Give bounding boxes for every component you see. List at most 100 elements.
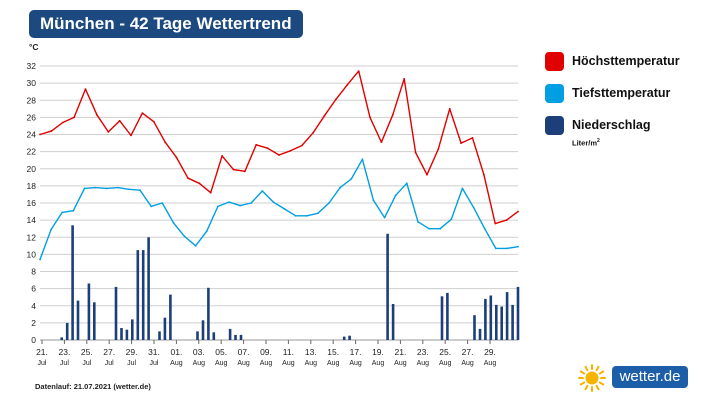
max-temp-point <box>300 144 303 147</box>
precipitation-bar <box>505 292 509 340</box>
min-temp-point <box>394 194 397 197</box>
min-temp-point <box>183 235 186 238</box>
min-temp-point <box>261 190 264 192</box>
precipitation-bar <box>163 317 167 340</box>
max-temp-point <box>187 177 189 180</box>
min-temp-point <box>328 202 330 204</box>
x-tick-month: Jul <box>105 360 114 367</box>
x-tick-month: Aug <box>260 360 273 367</box>
sun-ray <box>579 381 586 386</box>
precipitation-bar <box>478 328 482 340</box>
y-tick-label: 22 <box>27 147 37 157</box>
precipitation-bar <box>125 329 129 340</box>
precipitation-bar <box>500 306 503 340</box>
precipitation-bar <box>348 335 351 340</box>
min-temp-point <box>494 247 497 250</box>
x-tick-day: 25. <box>81 347 93 357</box>
x-tick-day: 01. <box>170 347 182 357</box>
y-tick-label: 8 <box>31 267 36 277</box>
sun-ray <box>595 384 600 391</box>
x-tick-month: Aug <box>305 360 318 367</box>
x-tick-day: 19. <box>372 347 384 357</box>
x-tick-month: Jul <box>127 360 136 367</box>
x-tick-day: 21. <box>36 347 48 357</box>
y-tick-label: 10 <box>27 249 37 259</box>
sun-icon <box>578 364 606 392</box>
min-temp-point <box>105 187 108 190</box>
x-tick-day: 31. <box>148 347 160 357</box>
legend-unit-base: Liter/m <box>572 138 598 148</box>
x-tick-day: 15. <box>327 347 339 357</box>
sun-ray <box>598 381 605 386</box>
x-tick-month: Aug <box>484 360 497 367</box>
max-temp-point <box>335 98 337 101</box>
x-tick-day: 03. <box>193 347 205 357</box>
brand-label: wetter.de <box>612 366 688 388</box>
x-tick-day: 09. <box>260 347 272 357</box>
precipitation-bar <box>212 332 216 340</box>
min-temp-point <box>239 204 241 207</box>
max-temp-point <box>323 114 326 117</box>
y-tick-label: 18 <box>27 181 37 191</box>
precipitation-bar <box>342 336 346 340</box>
x-tick-month: Aug <box>193 360 206 367</box>
y-tick-label: 14 <box>27 215 37 225</box>
x-tick-month: Jul <box>150 360 159 367</box>
max-temp-point <box>243 170 246 173</box>
x-tick-month: Aug <box>439 360 452 367</box>
y-tick-label: 16 <box>27 198 37 208</box>
precipitation-bar <box>440 296 444 340</box>
precipitation-bar <box>207 287 210 340</box>
x-tick-month: Aug <box>237 360 250 367</box>
min-temp-point <box>139 189 141 192</box>
min-temp-point <box>194 244 197 247</box>
x-tick-month: Aug <box>461 360 474 367</box>
y-tick-label: 24 <box>27 130 37 140</box>
max-temp-line <box>39 70 519 225</box>
y-tick-label: 6 <box>31 284 36 294</box>
precipitation-bar <box>131 319 134 340</box>
precipitation-bar <box>114 286 118 340</box>
precipitation-bar <box>71 225 74 340</box>
precipitation-bar <box>391 304 395 340</box>
x-tick-month: Jul <box>82 360 91 367</box>
x-tick-month: Aug <box>282 360 295 367</box>
max-temp-point <box>255 143 258 146</box>
min-temp-point <box>461 187 464 190</box>
max-temp-point <box>448 107 451 110</box>
max-temp-point <box>278 154 280 156</box>
max-temp-point <box>426 173 428 176</box>
max-temp-point <box>50 130 53 132</box>
y-tick-label: 12 <box>27 232 37 242</box>
max-temp-point <box>107 131 110 133</box>
min-temp-point <box>39 258 41 261</box>
sun-ray <box>579 370 586 375</box>
min-temp-point <box>283 208 286 210</box>
min-temp-point <box>228 201 230 204</box>
precipitation-bar <box>473 315 476 340</box>
precipitation-bar <box>495 304 498 340</box>
precipitation-bar <box>60 337 63 340</box>
brand-logo[interactable]: wetter.de <box>578 362 690 392</box>
max-temp-point <box>369 116 371 119</box>
max-temp-point <box>289 149 292 152</box>
y-tick-label: 20 <box>27 164 37 174</box>
max-temp-point <box>39 133 41 136</box>
min-temp-point <box>216 205 219 208</box>
max-temp-point <box>61 121 64 124</box>
min-temp-point <box>50 228 53 231</box>
y-tick-label: 28 <box>27 95 37 105</box>
min-temp-point <box>450 218 453 221</box>
precipitation-bar <box>196 331 199 340</box>
min-temp-point <box>483 227 486 230</box>
min-temp-point <box>472 206 475 209</box>
x-tick-day: 23. <box>417 347 429 357</box>
legend-swatch-precipitation <box>545 116 564 135</box>
y-tick-label: 26 <box>27 112 37 122</box>
precipitation-bar <box>489 295 493 340</box>
max-temp-point <box>403 77 406 80</box>
precipitation-bar <box>158 331 161 340</box>
y-tick-label: 32 <box>27 61 37 71</box>
precipitation-bar <box>511 304 514 340</box>
